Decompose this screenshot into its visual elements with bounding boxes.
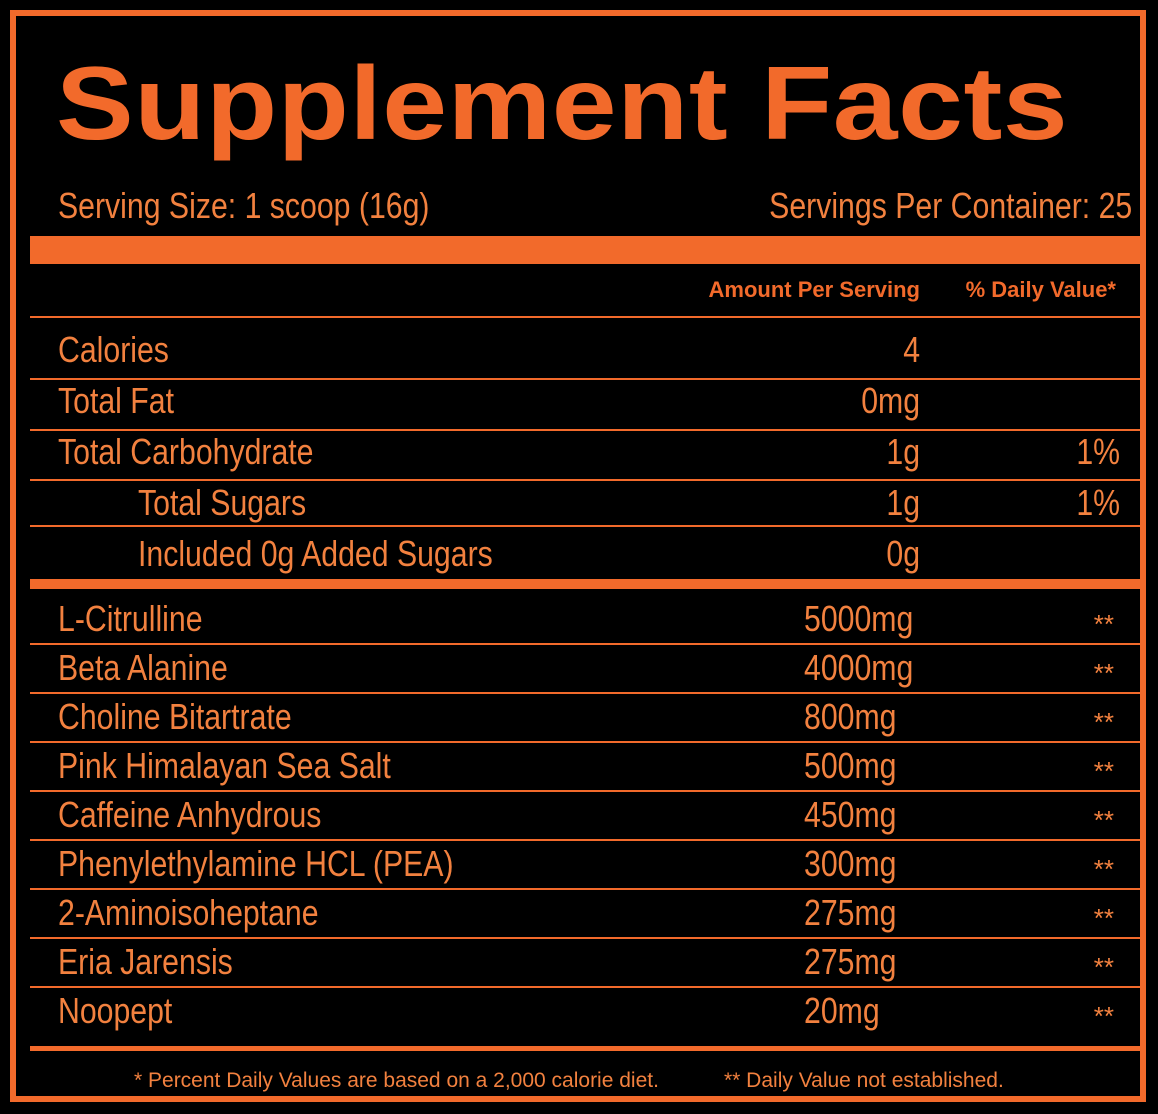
ingredient-daily-value: ** (1093, 854, 1114, 884)
bottom-divider (30, 1046, 1142, 1051)
ingredient-amount: 450mg (804, 794, 897, 835)
dv-not-established-footnote: ** Daily Value not established. (724, 1069, 1004, 1092)
serving-size: Serving Size: 1 scoop (16g) (58, 185, 430, 226)
nutrient-amount: 0g (886, 533, 920, 574)
row-divider (30, 692, 1142, 694)
row-divider (30, 643, 1142, 645)
nutrient-amount: 4 (903, 329, 920, 370)
percent-dv-footnote: * Percent Daily Values are based on a 2,… (134, 1069, 659, 1092)
thick-divider (30, 236, 1142, 264)
ingredient-daily-value: ** (1093, 609, 1114, 639)
nutrient-name: Total Fat (58, 380, 174, 421)
ingredient-amount: 275mg (804, 941, 897, 982)
ingredient-name: L-Citrulline (58, 598, 203, 639)
nutrient-daily-value: 1% (1076, 482, 1120, 523)
supplement-facts-panel: Supplement Facts Serving Size: 1 scoop (… (10, 10, 1146, 1102)
section-divider (30, 579, 1142, 589)
nutrient-name: Included 0g Added Sugars (138, 533, 493, 574)
ingredient-daily-value: ** (1093, 903, 1114, 933)
row-divider (30, 479, 1142, 481)
ingredient-amount: 4000mg (804, 647, 914, 688)
row-divider (30, 937, 1142, 939)
ingredient-name: Caffeine Anhydrous (58, 794, 322, 835)
nutrient-name: Total Sugars (138, 482, 307, 523)
panel-title: Supplement Facts (56, 46, 1069, 162)
servings-per-container: Servings Per Container: 25 (768, 185, 1132, 226)
row-divider (30, 839, 1142, 841)
row-divider (30, 790, 1142, 792)
ingredient-name: Beta Alanine (58, 647, 228, 688)
ingredient-daily-value: ** (1093, 658, 1114, 688)
ingredient-amount: 5000mg (804, 598, 914, 639)
row-divider (30, 888, 1142, 890)
ingredient-amount: 800mg (804, 696, 897, 737)
nutrient-amount: 1g (886, 482, 920, 523)
ingredient-name: Pink Himalayan Sea Salt (58, 745, 391, 786)
row-divider (30, 378, 1142, 380)
ingredient-name: 2-Aminoisoheptane (58, 892, 319, 933)
nutrient-name: Calories (58, 329, 169, 370)
ingredient-amount: 275mg (804, 892, 897, 933)
nutrient-name: Total Carbohydrate (58, 431, 314, 472)
ingredient-daily-value: ** (1093, 1001, 1114, 1031)
nutrient-amount: 0mg (861, 380, 920, 421)
nutrient-daily-value: 1% (1076, 431, 1120, 472)
ingredient-daily-value: ** (1093, 756, 1114, 786)
header-divider (30, 316, 1142, 318)
row-divider (30, 525, 1142, 527)
ingredient-daily-value: ** (1093, 805, 1114, 835)
ingredient-daily-value: ** (1093, 952, 1114, 982)
ingredient-name: Choline Bitartrate (58, 696, 292, 737)
ingredient-amount: 300mg (804, 843, 897, 884)
row-divider (30, 986, 1142, 988)
ingredient-name: Eria Jarensis (58, 941, 233, 982)
ingredient-amount: 500mg (804, 745, 897, 786)
ingredient-name: Noopept (58, 990, 173, 1031)
daily-value-header: % Daily Value* (965, 277, 1116, 302)
nutrient-amount: 1g (886, 431, 920, 472)
ingredient-name: Phenylethylamine HCL (PEA) (58, 843, 454, 884)
ingredient-daily-value: ** (1093, 707, 1114, 737)
row-divider (30, 741, 1142, 743)
row-divider (30, 429, 1142, 431)
ingredient-amount: 20mg (804, 990, 880, 1031)
amount-per-serving-header: Amount Per Serving (708, 277, 920, 302)
